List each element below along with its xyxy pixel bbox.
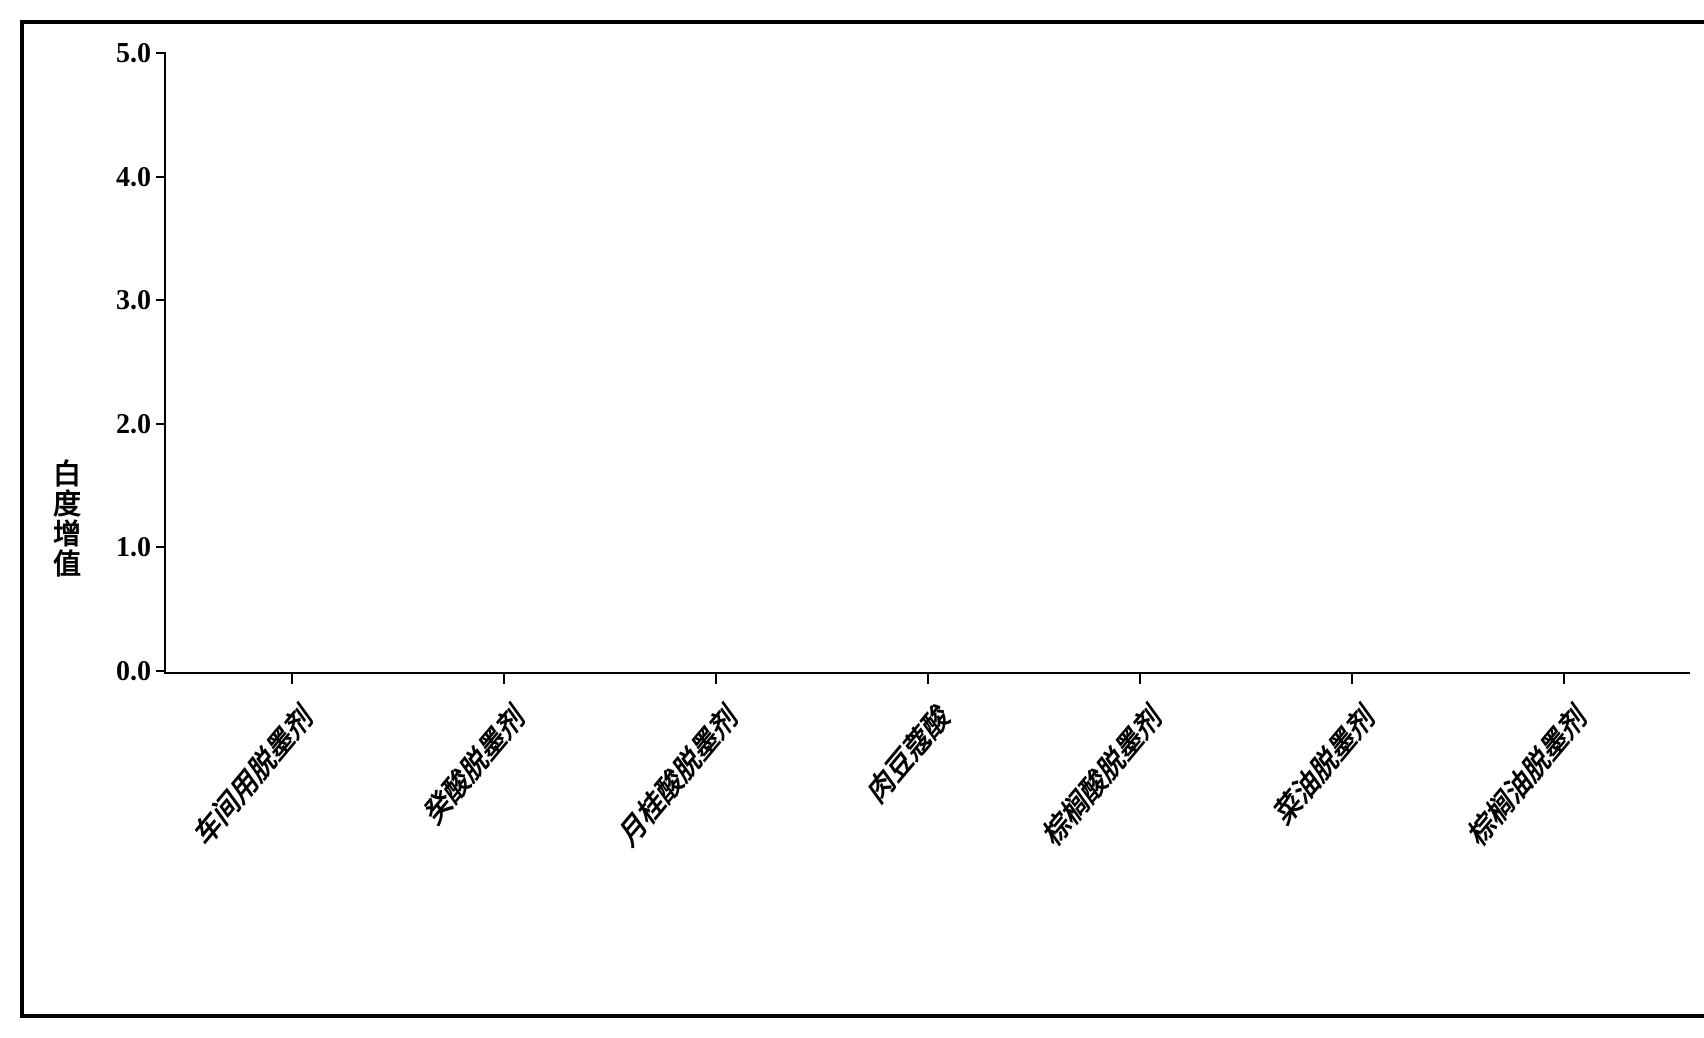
y-axis-label: 白度增值 — [44, 459, 84, 579]
x-label-wrapper: 棕榈酸脱墨剂 — [1033, 699, 1245, 939]
x-tick — [927, 672, 929, 684]
x-label-wrapper: 菜油脱墨剂 — [1245, 699, 1457, 939]
y-tick-label: 1.0 — [101, 532, 151, 564]
y-tick — [156, 299, 166, 301]
x-tick — [715, 672, 717, 684]
y-tick — [156, 670, 166, 672]
x-labels-container: 车间用脱墨剂癸酸脱墨剂月桂酸脱墨剂 肉豆蔻酸棕榈酸脱墨剂菜油脱墨剂棕榈油脱墨剂 — [164, 699, 1690, 939]
x-label-wrapper: 月桂酸脱墨剂 — [609, 699, 821, 939]
y-tick-label: 3.0 — [101, 285, 151, 317]
x-label: 月桂酸脱墨剂 — [607, 699, 746, 853]
x-tick — [1563, 672, 1565, 684]
x-label: 棕榈酸脱墨剂 — [1031, 699, 1170, 853]
x-label: 癸酸脱墨剂 — [412, 699, 533, 832]
x-label: 车间用脱墨剂 — [182, 699, 321, 853]
x-label-wrapper: 车间用脱墨剂 — [184, 699, 396, 939]
y-tick — [156, 546, 166, 548]
y-tick-label: 0.0 — [101, 656, 151, 688]
chart-container: 白度增值 0.01.02.03.04.05.0 车间用脱墨剂癸酸脱墨剂月桂酸脱墨… — [20, 20, 1704, 1018]
y-tick-label: 4.0 — [101, 162, 151, 194]
plot-area: 0.01.02.03.04.05.0 — [164, 54, 1690, 674]
y-tick-label: 5.0 — [101, 38, 151, 70]
x-label: 棕榈油脱墨剂 — [1456, 699, 1595, 853]
x-tick — [1139, 672, 1141, 684]
y-tick-label: 2.0 — [101, 409, 151, 441]
x-label-wrapper: 癸酸脱墨剂 — [396, 699, 608, 939]
x-tick — [503, 672, 505, 684]
x-tick — [1351, 672, 1353, 684]
bars-container — [166, 54, 1690, 672]
x-label-wrapper: 肉豆蔻酸 — [821, 699, 1033, 939]
x-label: 菜油脱墨剂 — [1262, 699, 1383, 832]
x-label-wrapper: 棕榈油脱墨剂 — [1458, 699, 1670, 939]
x-tick — [291, 672, 293, 684]
y-tick — [156, 176, 166, 178]
y-tick — [156, 52, 166, 54]
y-tick — [156, 423, 166, 425]
x-label: 肉豆蔻酸 — [855, 699, 958, 811]
